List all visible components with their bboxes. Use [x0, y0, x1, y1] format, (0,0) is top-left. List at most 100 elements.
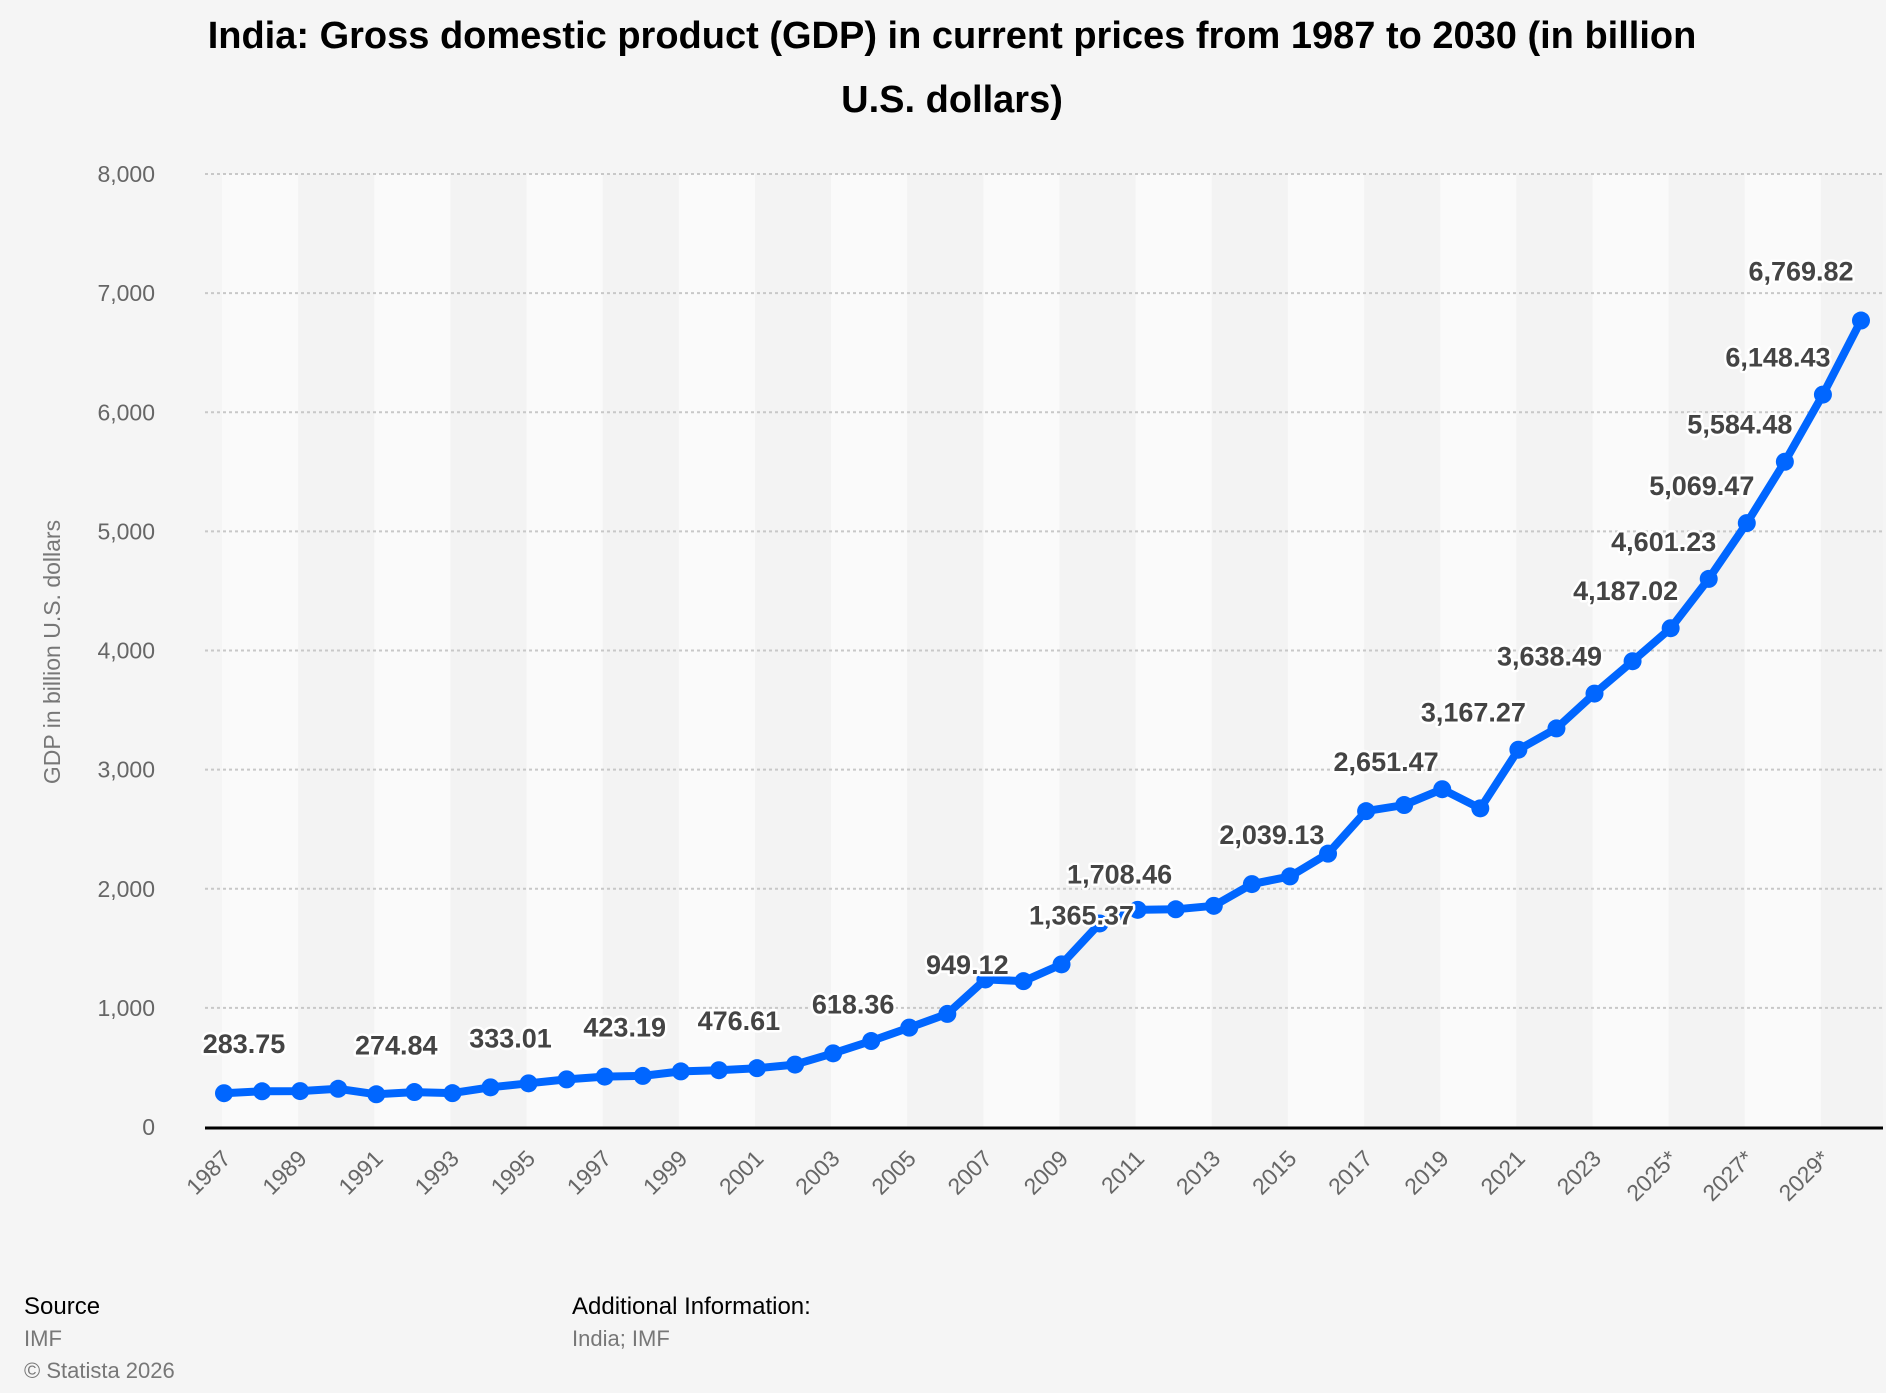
- data-point: [1699, 569, 1718, 588]
- data-label: 6,769.82: [1748, 257, 1853, 287]
- data-point: [557, 1070, 576, 1089]
- background-band: [1059, 174, 1136, 1127]
- additional-info-heading: Additional Information:: [572, 1293, 811, 1320]
- x-tick-label: 2009: [1019, 1145, 1074, 1200]
- y-tick-label: 4,000: [97, 638, 155, 664]
- data-label: 476.61: [698, 1006, 781, 1036]
- x-tick-label: 2001: [714, 1145, 769, 1200]
- x-tick-label: 2029*: [1774, 1145, 1835, 1206]
- data-label: 6,148.43: [1725, 343, 1830, 373]
- x-tick-label: 2019: [1399, 1145, 1454, 1200]
- data-point: [1661, 619, 1680, 638]
- data-label: 5,069.47: [1649, 471, 1754, 501]
- data-point: [481, 1078, 500, 1097]
- data-point: [633, 1066, 652, 1085]
- data-label: 423.19: [583, 1013, 666, 1043]
- y-tick-label: 7,000: [97, 280, 155, 306]
- x-tick-label: 1993: [409, 1145, 464, 1200]
- data-label: 2,651.47: [1334, 747, 1439, 777]
- x-tick-label: 2013: [1171, 1145, 1226, 1200]
- x-tick-label: 1995: [486, 1145, 541, 1200]
- data-point: [405, 1083, 424, 1102]
- data-point: [1242, 875, 1261, 894]
- data-label: 2,039.13: [1219, 820, 1324, 850]
- data-point: [1280, 867, 1299, 886]
- data-point: [1014, 972, 1033, 991]
- additional-info-value: India; IMF: [572, 1326, 670, 1351]
- data-point: [519, 1074, 538, 1093]
- x-tick-label: 2027*: [1697, 1145, 1758, 1206]
- x-tick-label: 1991: [333, 1145, 388, 1200]
- data-point: [253, 1082, 272, 1101]
- data-point: [367, 1085, 386, 1104]
- x-tick-label: 2007: [942, 1145, 997, 1200]
- data-point: [671, 1062, 690, 1081]
- data-point: [1052, 955, 1071, 974]
- data-point: [1357, 802, 1376, 821]
- x-tick-label: 2025*: [1621, 1145, 1682, 1206]
- source-heading: Source: [24, 1293, 100, 1320]
- data-label: 949.12: [926, 950, 1009, 980]
- x-tick-label: 2015: [1247, 1145, 1302, 1200]
- data-point: [1775, 452, 1794, 471]
- data-label: 283.75: [203, 1029, 286, 1059]
- data-point: [1813, 385, 1832, 404]
- data-label: 274.84: [355, 1030, 438, 1060]
- chart-title-line-1: India: Gross domestic product (GDP) in c…: [208, 15, 1697, 57]
- data-point: [1433, 780, 1452, 799]
- x-tick-label: 2005: [866, 1145, 921, 1200]
- data-point: [938, 1004, 957, 1023]
- data-point: [329, 1079, 348, 1098]
- data-point: [1623, 652, 1642, 671]
- data-label: 618.36: [812, 989, 895, 1019]
- data-point: [1204, 896, 1223, 915]
- x-tick-label: 1999: [638, 1145, 693, 1200]
- data-point: [215, 1084, 233, 1103]
- data-label: 3,638.49: [1497, 642, 1602, 672]
- x-tick-label: 1987: [181, 1145, 236, 1200]
- data-point: [1395, 796, 1414, 815]
- chart-title-line-2: U.S. dollars): [841, 79, 1063, 121]
- y-tick-label: 5,000: [97, 518, 155, 544]
- data-point: [1547, 719, 1566, 738]
- data-label: 4,601.23: [1611, 527, 1716, 557]
- data-point: [1471, 799, 1490, 818]
- data-point: [1166, 900, 1185, 919]
- y-tick-label: 3,000: [97, 757, 155, 783]
- data-label: 4,187.02: [1573, 576, 1678, 606]
- y-tick-label: 1,000: [97, 995, 155, 1021]
- data-point: [900, 1018, 919, 1037]
- data-label: 5,584.48: [1687, 410, 1792, 440]
- data-point: [1852, 311, 1870, 330]
- y-axis-label: GDP in billion U.S. dollars: [39, 520, 65, 784]
- data-point: [862, 1032, 881, 1051]
- x-tick-label: 2003: [790, 1145, 845, 1200]
- data-point: [976, 970, 995, 989]
- y-tick-label: 6,000: [97, 399, 155, 425]
- x-tick-label: 2023: [1551, 1145, 1606, 1200]
- data-point: [1585, 684, 1604, 703]
- data-point: [824, 1044, 843, 1063]
- copyright: © Statista 2026: [24, 1358, 175, 1383]
- data-point: [1319, 844, 1338, 863]
- x-tick-label: 2017: [1323, 1145, 1378, 1200]
- data-label: 1,708.46: [1067, 859, 1172, 889]
- y-tick-label: 8,000: [97, 161, 155, 187]
- source-value: IMF: [24, 1326, 62, 1351]
- data-point: [443, 1084, 462, 1103]
- data-point: [1128, 900, 1147, 919]
- x-tick-label: 2011: [1096, 1145, 1149, 1198]
- data-label: 1,365.37: [1029, 900, 1134, 930]
- data-point: [1737, 514, 1756, 533]
- x-tick-label: 1997: [562, 1145, 617, 1200]
- data-point: [747, 1059, 766, 1078]
- data-point: [1090, 914, 1109, 933]
- y-tick-label: 0: [142, 1114, 155, 1140]
- data-point: [1509, 740, 1528, 759]
- x-tick-label: 2021: [1475, 1145, 1530, 1200]
- data-point: [709, 1061, 728, 1080]
- data-point: [595, 1067, 614, 1086]
- data-point: [786, 1055, 805, 1074]
- y-tick-label: 2,000: [97, 876, 155, 902]
